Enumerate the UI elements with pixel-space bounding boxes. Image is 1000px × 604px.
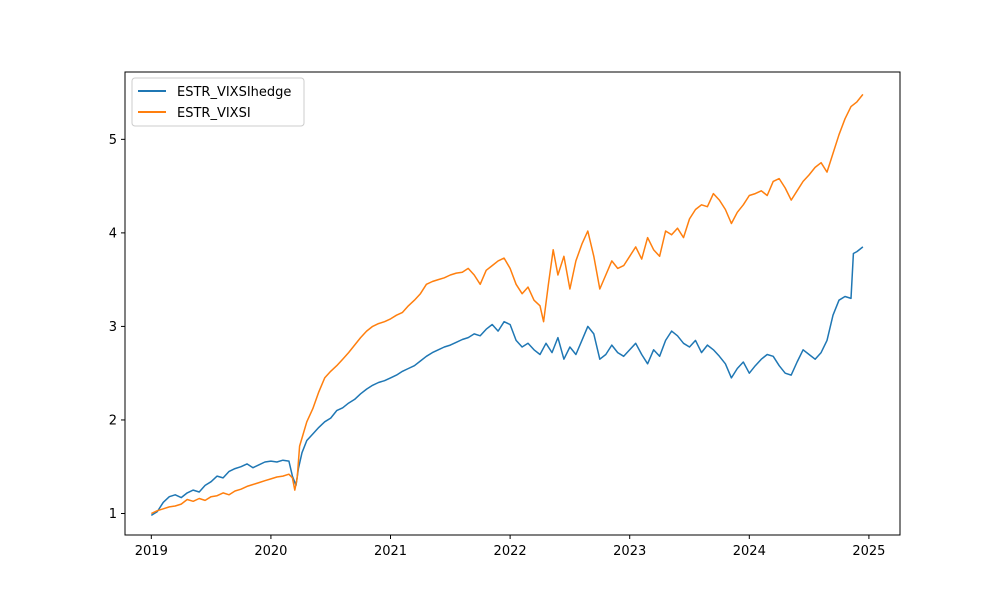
- y-tick-label: 1: [109, 507, 117, 522]
- series-layer: [150, 93, 864, 517]
- x-tick-label: 2024: [733, 544, 766, 559]
- y-tick-label: 3: [109, 320, 117, 335]
- legend-box: [131, 77, 305, 127]
- x-axis: 2019 2020 2021 2022 2023 2024 2025: [135, 535, 885, 559]
- x-tick-label: 2021: [374, 544, 407, 559]
- y-tick-label: 2: [109, 413, 117, 428]
- x-tick-label: 2023: [613, 544, 646, 559]
- legend-label-vixsi: ESTR_VIXSI: [177, 106, 251, 121]
- series-line-estr-vixsihedge: [150, 246, 864, 517]
- axes-frame: [124, 71, 901, 536]
- series-line-estr-vixsi: [150, 93, 864, 515]
- legend-label-hedge: ESTR_VIXSIhedge: [177, 85, 291, 100]
- x-tick-label: 2020: [254, 544, 287, 559]
- y-tick-label: 5: [109, 133, 117, 148]
- x-tick-label: 2022: [494, 544, 527, 559]
- x-tick-label: 2019: [135, 544, 168, 559]
- y-axis: 1 2 3 4 5: [109, 133, 125, 522]
- x-tick-label: 2025: [852, 544, 885, 559]
- legend: ESTR_VIXSIhedge ESTR_VIXSI: [131, 77, 305, 127]
- y-tick-label: 4: [109, 226, 117, 241]
